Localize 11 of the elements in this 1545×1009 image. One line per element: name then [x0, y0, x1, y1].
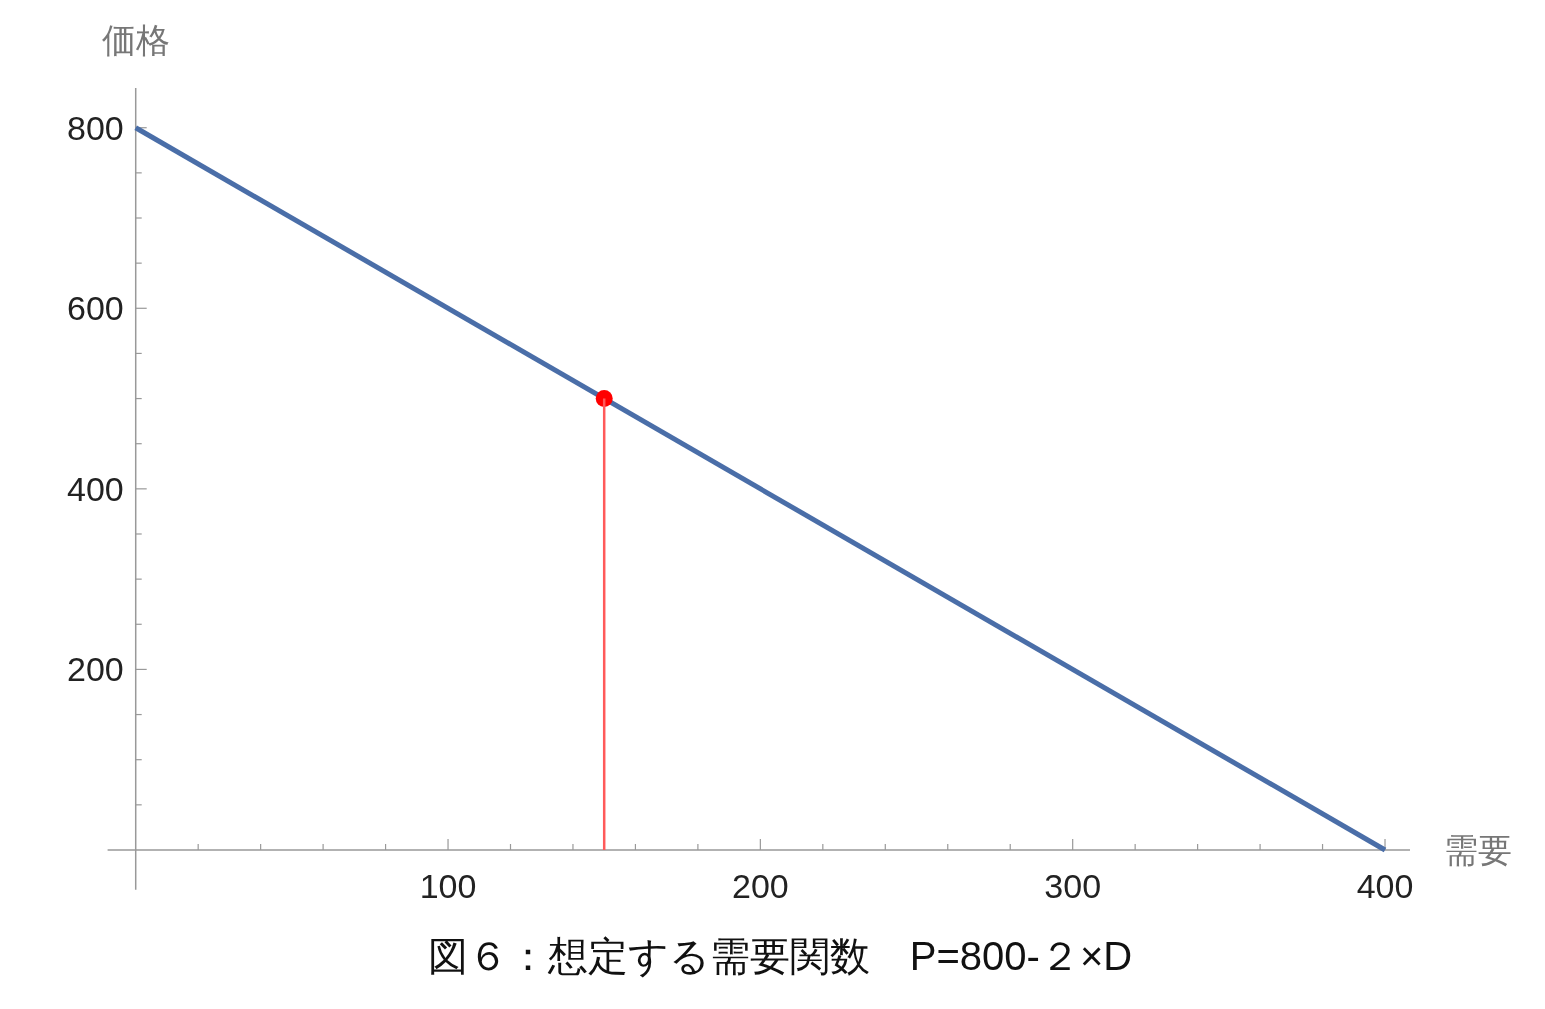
x-tick-label: 300 — [1044, 866, 1102, 905]
y-tick-label: 200 — [66, 650, 124, 689]
caption: 図６：想定する需要関数 P=800-２×D — [427, 934, 1133, 978]
x-axis-title: 需要 — [1444, 830, 1512, 869]
y-tick-label: 600 — [66, 289, 124, 328]
x-tick-label: 200 — [731, 866, 789, 905]
x-tick-label: 100 — [419, 866, 477, 905]
y-tick-label: 400 — [66, 469, 124, 508]
y-tick-label: 800 — [66, 108, 124, 147]
x-tick-label: 400 — [1356, 866, 1414, 905]
y-axis-title: 価格 — [101, 21, 170, 59]
